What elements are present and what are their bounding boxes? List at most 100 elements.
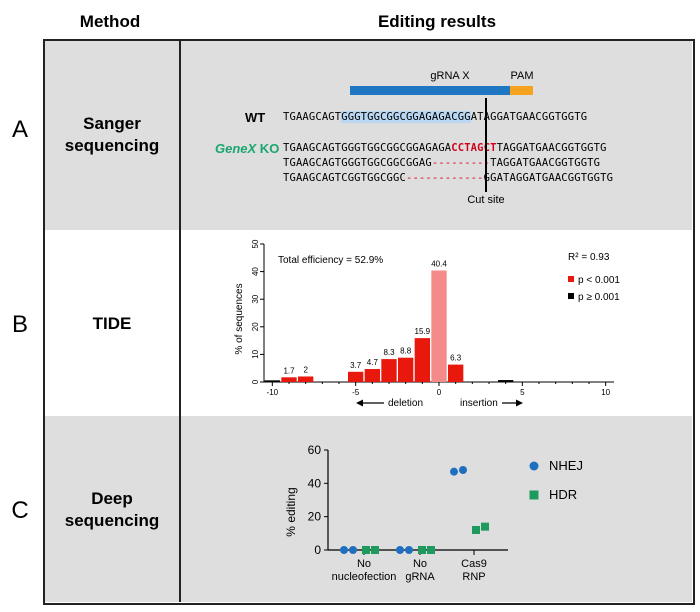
tide-y-tick-label: 50: [251, 239, 260, 248]
tide-x-tick-label: -5: [352, 388, 360, 397]
deep-group-label-line1: Cas9: [461, 558, 487, 570]
deep-group-label-line1: No: [357, 558, 371, 570]
ko-sequence-2: TGAAGCAGTGGGTGGCGGCGGAG---------TAGGATGA…: [283, 157, 600, 169]
tide-bar: [414, 338, 430, 382]
tide-bar-label: 40.4: [431, 259, 447, 268]
tide-legend-nonsig-label: p ≥ 0.001: [578, 292, 620, 303]
deep-points: [340, 466, 489, 554]
method-tide: TIDE: [92, 314, 132, 333]
ko1-seq-pre: TGAAGCAGTGGGTGGCGGCGGAGAGA: [283, 142, 452, 154]
tide-x-tick-label: 0: [437, 388, 442, 397]
tide-legend-sig-swatch: [568, 276, 574, 282]
table-frame: [43, 39, 695, 605]
ko-gene-name: GeneX: [215, 141, 257, 156]
wt-sequence: TGAAGCAGTGGGTGGCGGCGGAGAGACGGATAGGATGAAC…: [283, 111, 587, 123]
deep-point-nhej: [459, 466, 467, 474]
pam-label: PAM: [510, 70, 534, 82]
row-a-background: [44, 40, 692, 230]
deep-group-label-line2: nucleofection: [332, 571, 397, 583]
deep-point-nhej: [349, 546, 357, 554]
row-c-background: [44, 416, 692, 602]
tide-legend-sig-label: p < 0.001: [578, 275, 620, 286]
tide-bar-label: 1.7: [283, 366, 295, 375]
tide-legend-nonsig-swatch: [568, 293, 574, 299]
tide-bar: [448, 364, 464, 382]
ko1-seq-insert: CCTAGCT: [451, 142, 497, 154]
results-header: Editing results: [377, 12, 497, 31]
wt-seq-post: ATAGGATGAACGGTGGTG: [470, 111, 588, 123]
deep-point-hdr: [481, 522, 489, 531]
deletion-arrow-head: [356, 399, 363, 407]
grna-label: gRNA X: [430, 70, 470, 82]
deep-y-axis-label: % editing: [284, 487, 298, 536]
wt-seq-pam: CGG: [451, 111, 471, 123]
tide-x-tick-label: -10: [267, 388, 279, 397]
row-letter-b: B: [11, 311, 28, 338]
tide-bar: [498, 380, 514, 382]
tide-bar-label: 4.7: [367, 358, 379, 367]
ko-label: GeneX KO: [215, 141, 279, 156]
method-sanger-line1: Sanger: [83, 114, 141, 133]
tide-x-tick-label: 5: [520, 388, 525, 397]
ko-sequence-1: TGAAGCAGTGGGTGGCGGCGGAGAGACCTAGCTTAGGATG…: [283, 142, 607, 154]
row-letter-c: C: [11, 497, 29, 524]
insertion-arrow-head: [516, 399, 523, 407]
tide-efficiency-annotation: Total efficiency = 52.9%: [278, 255, 383, 266]
tide-y-tick-label: 0: [251, 379, 260, 384]
tide-deletion-label: deletion: [388, 398, 423, 409]
column-divider: [179, 40, 181, 602]
tide-bar-label: 2: [303, 365, 308, 374]
tide-bar: [431, 270, 447, 382]
tide-bars: 1.7 2 3.7 4.7 8.3 8.8 15.9 40.4 6.3: [264, 259, 514, 382]
tide-x-tick-label: 10: [601, 388, 610, 397]
deep-point-nhej: [450, 467, 458, 476]
pam-bar: [510, 86, 533, 95]
deep-point-nhej: [396, 546, 404, 554]
deep-point-nhej: [340, 546, 348, 554]
grna-bar: [350, 86, 510, 95]
tide-y-tick-label: 40: [251, 267, 260, 276]
deep-point-hdr: [371, 546, 379, 554]
method-sanger-line2: sequencing: [64, 136, 160, 155]
legend-nhej-label: NHEJ: [549, 458, 583, 473]
tide-y-tick-label: 30: [251, 294, 260, 303]
tide-bar: [281, 377, 297, 382]
legend-nhej-swatch: [529, 461, 539, 471]
tide-bar-label: 6.3: [450, 354, 462, 363]
method-deep: Deep sequencing: [46, 488, 178, 532]
ko-suffix: KO: [256, 141, 280, 156]
row-letter-a: A: [11, 116, 28, 143]
tide-bar: [364, 369, 380, 382]
tide-bar: [398, 357, 414, 382]
tide-bar: [298, 376, 314, 382]
tide-insertion-label: insertion: [460, 398, 498, 409]
deep-y-tick-label: 20: [308, 510, 322, 524]
ko3-seq-gap: ------------: [405, 172, 484, 184]
tide-y-tick-label: 10: [251, 349, 260, 358]
deep-y-tick-label: 40: [308, 476, 322, 490]
ko-sequence-3: TGAAGCAGTCGGTGGCGGC------------GGATAGGAT…: [283, 172, 613, 184]
tide-y-tick-label: 20: [251, 322, 260, 331]
tide-bar-label: 15.9: [415, 327, 431, 336]
wt-label: WT: [245, 110, 266, 125]
deep-group-label-line1: No: [413, 558, 427, 570]
tide-r2: R² = 0.93: [568, 252, 610, 263]
method-deep-line1: Deep: [91, 489, 133, 508]
tide-chart: 0 10 20 30 40 50 -10 -5 0 5 10 1.7 2 3.7 4.7 8.3 8.8 15.…: [234, 239, 620, 409]
ko3-seq-pre: TGAAGCAGTCGGTGGCGGC: [283, 172, 406, 184]
deep-group-label-line2: gRNA: [405, 571, 435, 583]
legend-hdr-swatch: [529, 490, 539, 500]
legend-hdr-label: HDR: [549, 487, 577, 502]
deep-point-hdr: [418, 546, 426, 554]
ko1-seq-post: TAGGATGAACGGTGGTG: [496, 142, 607, 154]
tide-y-axis-label: % of sequences: [234, 283, 245, 354]
cut-site-line: [485, 98, 487, 192]
ko2-seq-pre: TGAAGCAGTGGGTGGCGGCGGAG: [283, 157, 432, 169]
tide-bar-label: 3.7: [350, 361, 362, 370]
ko3-seq-post: GGATAGGATGAACGGTGGTG: [483, 172, 614, 184]
deep-point-nhej: [405, 546, 413, 554]
cut-site-label: Cut site: [467, 194, 505, 206]
deep-point-hdr: [427, 546, 435, 554]
